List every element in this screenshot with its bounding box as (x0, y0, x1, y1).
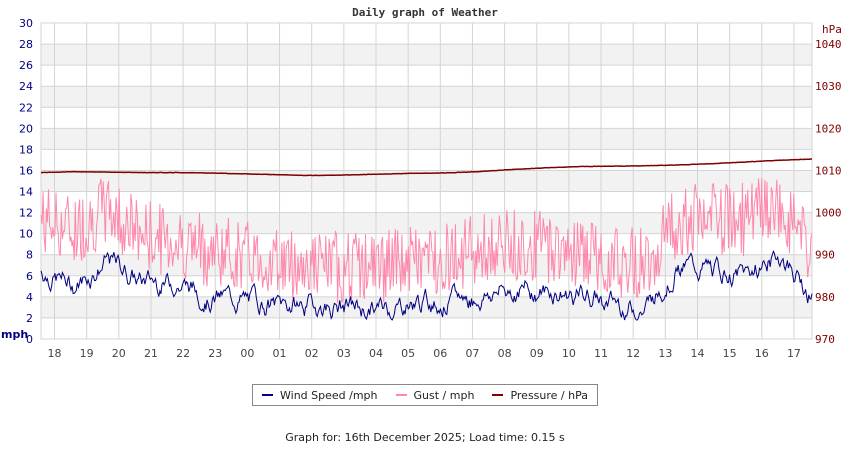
grid-bands (41, 44, 812, 318)
x-axis-tick: 22 (176, 347, 190, 360)
x-axis-tick: 02 (305, 347, 319, 360)
left-axis-tick: 30 (19, 17, 33, 30)
x-axis-tick: 03 (337, 347, 351, 360)
left-axis-tick: 26 (19, 59, 33, 72)
left-axis-tick: 0 (26, 333, 33, 346)
x-axis-tick: 01 (273, 347, 287, 360)
x-axis-tick: 12 (626, 347, 640, 360)
right-axis-tick: 1000 (815, 207, 842, 220)
x-axis-tick: 21 (144, 347, 158, 360)
chart-title: Daily graph of Weather (352, 6, 498, 19)
right-axis-tick: 1010 (815, 164, 842, 177)
gust-series-line (40, 178, 813, 304)
gust-swatch-icon (395, 394, 407, 396)
x-axis-tick: 18 (48, 347, 62, 360)
right-axis-hpa: 970 980 990 1000 1010 1020 1030 1040 (815, 38, 842, 346)
pressure-swatch-icon (492, 394, 504, 396)
chart-series (40, 158, 813, 321)
left-axis-tick: 16 (19, 164, 33, 177)
right-axis-tick: 970 (815, 333, 835, 346)
graph-footer-info: Graph for: 16th December 2025; Load time… (285, 431, 565, 444)
legend-item-gust: Gust / mph (395, 388, 475, 402)
wind-speed-series-line (40, 250, 813, 321)
wind-speed-swatch-icon (262, 394, 273, 396)
x-axis-tick: 11 (594, 347, 608, 360)
right-axis-tick: 990 (815, 249, 835, 262)
x-axis-tick: 04 (369, 347, 383, 360)
legend-item-wind-speed: Wind Speed /mph (262, 389, 378, 402)
left-axis-tick: 20 (19, 122, 33, 135)
pressure-series-line (40, 158, 813, 177)
grid-lines (40, 22, 813, 340)
right-axis-tick: 1020 (815, 122, 842, 135)
x-axis-tick: 15 (723, 347, 737, 360)
left-axis-unit-label: mph (1, 328, 28, 341)
right-axis-tick: 1040 (815, 38, 842, 51)
x-axis-tick: 17 (787, 347, 801, 360)
x-axis-tick: 13 (658, 347, 672, 360)
legend-label: Pressure / hPa (510, 388, 588, 402)
x-axis-tick: 08 (498, 347, 512, 360)
x-axis-tick: 14 (691, 347, 705, 360)
legend-item-pressure: Pressure / hPa (492, 389, 588, 402)
x-axis-tick: 05 (401, 347, 415, 360)
x-axis-tick: 23 (208, 347, 222, 360)
x-axis-tick: 19 (80, 347, 94, 360)
x-axis-tick: 09 (530, 347, 544, 360)
legend-label: Wind Speed /mph (280, 388, 378, 402)
chart-legend: Wind Speed /mph Gust / mph Pressure / hP… (252, 384, 598, 406)
x-axis-hours: 18 19 20 21 22 23 00 01 02 03 04 05 06 07 08 09 10 11 12 13… (48, 347, 801, 360)
left-axis-tick: 6 (26, 270, 33, 283)
left-axis-tick: 2 (26, 312, 33, 325)
x-axis-tick: 06 (433, 347, 447, 360)
right-axis-tick: 980 (815, 291, 835, 304)
right-axis-unit-label: hPa (822, 23, 842, 36)
left-axis-tick: 12 (19, 207, 33, 220)
left-axis-tick: 10 (19, 228, 33, 241)
right-axis-tick: 1030 (815, 80, 842, 93)
x-axis-tick: 16 (755, 347, 769, 360)
left-axis-tick: 14 (19, 186, 33, 199)
x-axis-tick: 07 (465, 347, 479, 360)
left-axis-tick: 4 (26, 291, 33, 304)
left-axis-tick: 8 (26, 249, 33, 262)
x-axis-tick: 20 (112, 347, 126, 360)
left-axis-tick: 18 (19, 143, 33, 156)
left-axis-tick: 22 (19, 101, 33, 114)
x-axis-tick: 00 (240, 347, 254, 360)
x-axis-tick: 10 (562, 347, 576, 360)
left-axis-tick: 24 (19, 80, 33, 93)
legend-label: Gust / mph (413, 388, 475, 402)
left-axis-tick: 28 (19, 38, 33, 51)
